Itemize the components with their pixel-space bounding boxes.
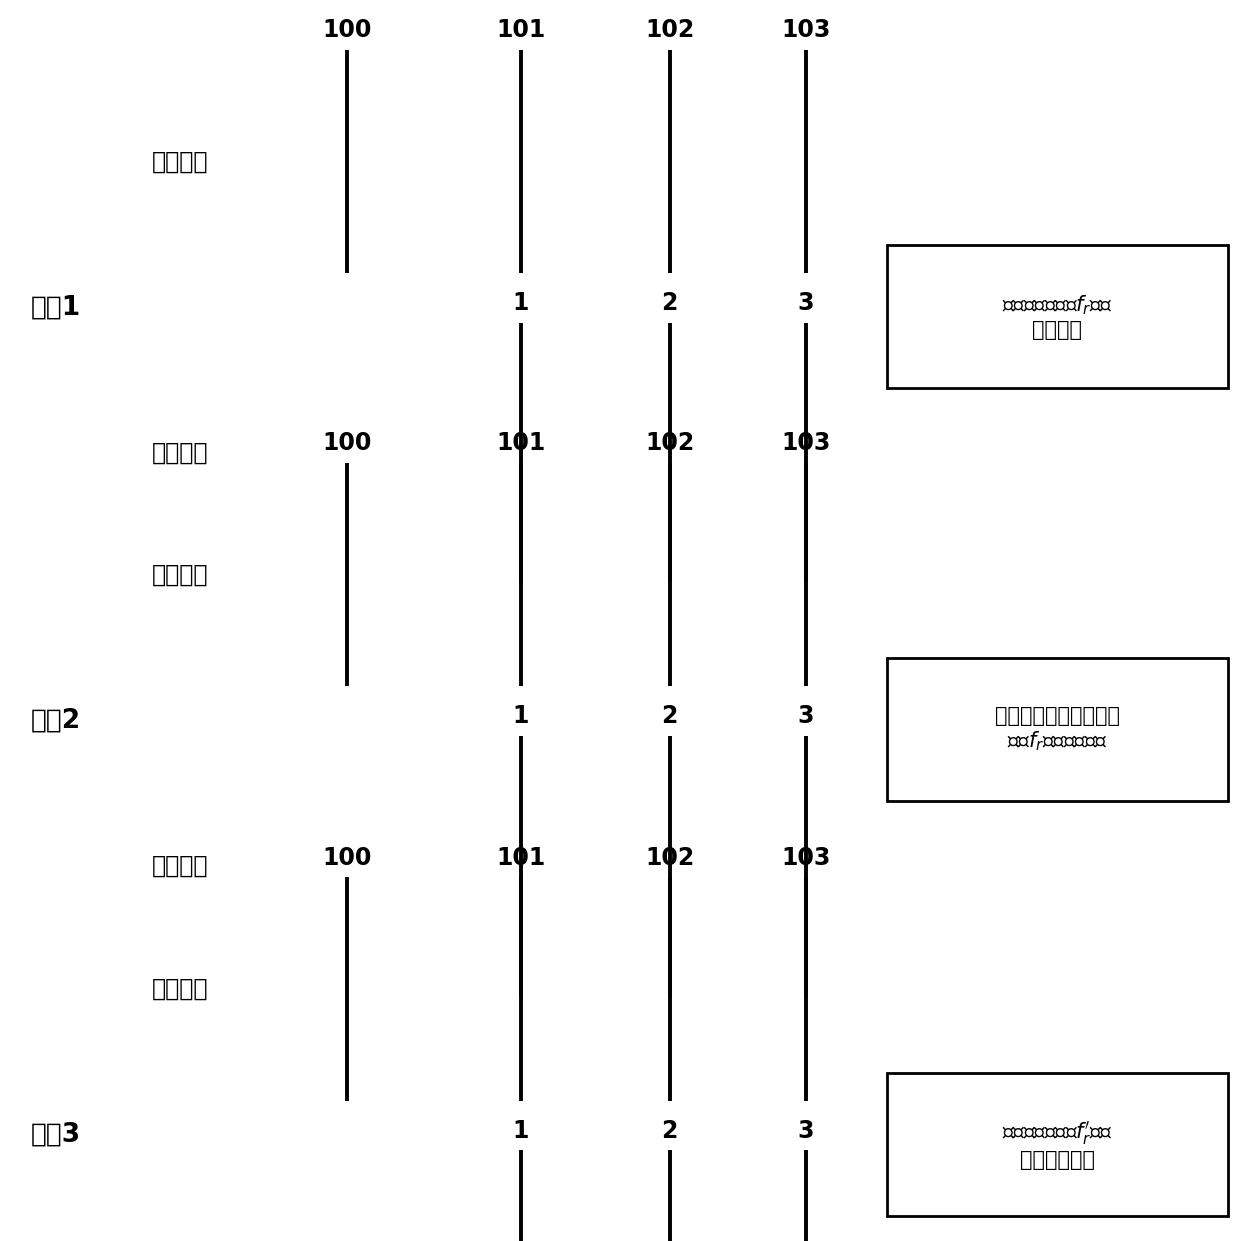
Text: 103: 103 (781, 19, 831, 42)
Text: 1: 1 (512, 292, 529, 315)
Text: 参考脉冲: 参考脉冲 (151, 441, 208, 465)
Text: 100: 100 (322, 432, 372, 455)
Text: 2: 2 (661, 705, 678, 728)
Text: 102: 102 (645, 432, 694, 455)
FancyBboxPatch shape (887, 246, 1228, 387)
Text: 测量脉冲: 测量脉冲 (151, 149, 208, 174)
Text: 变换台阶面，重复频率
仍为$f_r$，相干峰消失: 变换台阶面，重复频率 仍为$f_r$，相干峰消失 (994, 706, 1120, 753)
FancyBboxPatch shape (887, 1072, 1228, 1215)
FancyBboxPatch shape (887, 658, 1228, 802)
Text: 步骤1: 步骤1 (31, 294, 82, 320)
Text: 1: 1 (512, 705, 529, 728)
Text: 3: 3 (797, 292, 815, 315)
Text: 调谐重复频率至$f_r$，获
得相干峰: 调谐重复频率至$f_r$，获 得相干峰 (1002, 293, 1112, 340)
Text: 步骤2: 步骤2 (31, 707, 81, 733)
Text: 测量脉冲: 测量脉冲 (151, 562, 208, 587)
Text: 3: 3 (797, 1119, 815, 1143)
Text: 100: 100 (322, 19, 372, 42)
Text: 101: 101 (496, 432, 546, 455)
Text: 2: 2 (661, 292, 678, 315)
Text: 103: 103 (781, 432, 831, 455)
Text: 3: 3 (797, 705, 815, 728)
Text: 103: 103 (781, 846, 831, 870)
Text: 调谐重复频率至$f_r'$，重
新获得相干峰: 调谐重复频率至$f_r'$，重 新获得相干峰 (1002, 1118, 1112, 1170)
Text: 2: 2 (661, 1119, 678, 1143)
Text: 测量脉冲: 测量脉冲 (151, 977, 208, 1001)
Text: 参考脉冲: 参考脉冲 (151, 854, 208, 879)
Text: 101: 101 (496, 19, 546, 42)
Text: 1: 1 (512, 1119, 529, 1143)
Text: 100: 100 (322, 846, 372, 870)
Text: 102: 102 (645, 846, 694, 870)
Text: 步骤3: 步骤3 (31, 1122, 81, 1148)
Text: 101: 101 (496, 846, 546, 870)
Text: 102: 102 (645, 19, 694, 42)
